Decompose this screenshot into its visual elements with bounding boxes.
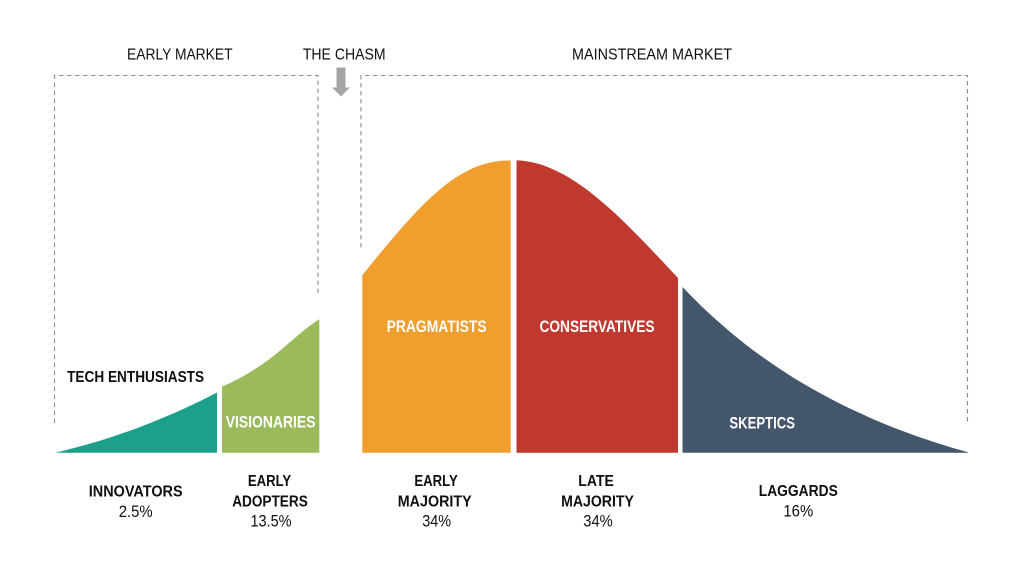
svg-text:13.5%: 13.5% <box>250 511 291 530</box>
svg-text:TECH ENTHUSIASTS: TECH ENTHUSIASTS <box>67 369 204 386</box>
svg-text:CONSERVATIVES: CONSERVATIVES <box>540 318 655 336</box>
svg-text:34%: 34% <box>422 511 451 530</box>
svg-text:INNOVATORS: INNOVATORS <box>89 483 183 500</box>
svg-text:LAGGARDS: LAGGARDS <box>759 483 838 500</box>
svg-text:MAJORITY: MAJORITY <box>561 493 634 510</box>
svg-text:EARLY: EARLY <box>248 473 292 490</box>
svg-text:2.5%: 2.5% <box>119 502 153 521</box>
svg-text:34%: 34% <box>583 511 613 530</box>
svg-text:16%: 16% <box>783 502 813 521</box>
svg-text:SKEPTICS: SKEPTICS <box>729 414 795 432</box>
svg-text:MAJORITY: MAJORITY <box>398 493 472 510</box>
svg-text:MAINSTREAM MARKET: MAINSTREAM MARKET <box>572 46 732 63</box>
svg-text:EARLY MARKET: EARLY MARKET <box>127 46 233 63</box>
svg-text:ADOPTERS: ADOPTERS <box>232 493 308 510</box>
svg-text:PRAGMATISTS: PRAGMATISTS <box>387 318 487 336</box>
svg-text:EARLY: EARLY <box>414 473 458 490</box>
svg-text:LATE: LATE <box>578 473 614 490</box>
svg-text:VISIONARIES: VISIONARIES <box>226 414 316 432</box>
svg-text:THE CHASM: THE CHASM <box>303 46 386 63</box>
